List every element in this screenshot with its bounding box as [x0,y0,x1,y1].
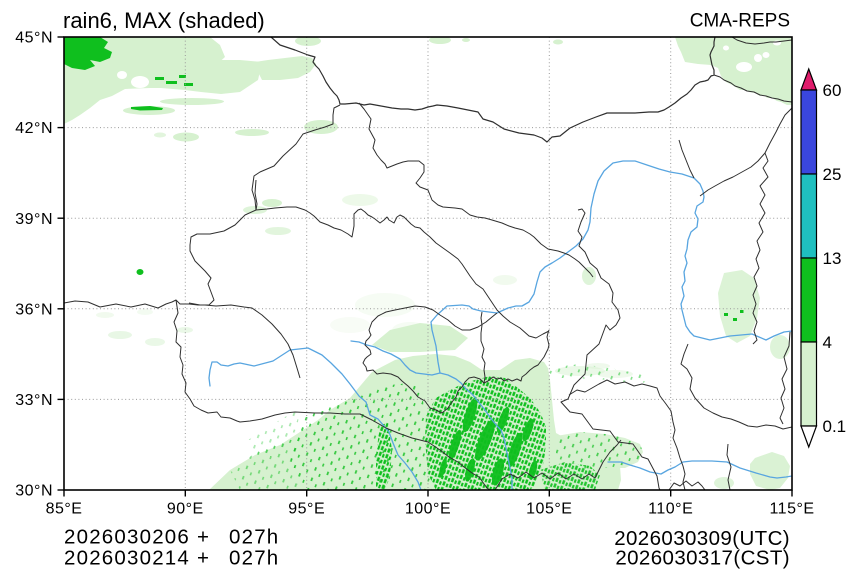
svg-text:4: 4 [823,333,832,352]
svg-text:36°N: 36°N [15,301,53,318]
svg-text:45°N: 45°N [15,30,53,47]
svg-text:+: + [197,547,209,570]
svg-text:027h: 027h [229,526,279,549]
svg-text:39°N: 39°N [15,211,53,228]
svg-text:42°N: 42°N [15,120,53,137]
svg-text:2026030214: 2026030214 [64,547,190,570]
svg-text:85°E: 85°E [46,501,83,518]
svg-text:25: 25 [823,165,842,184]
svg-text:+: + [197,526,209,549]
svg-text:CMA-REPS: CMA-REPS [690,11,790,32]
svg-text:30°N: 30°N [15,483,53,500]
svg-text:95°E: 95°E [288,501,325,518]
svg-text:13: 13 [823,249,842,268]
svg-text:110°E: 110°E [648,501,693,518]
svg-text:105°E: 105°E [526,501,572,518]
svg-text:rain6, MAX (shaded): rain6, MAX (shaded) [63,8,265,33]
svg-text:2026030206: 2026030206 [64,526,190,549]
svg-text:33°N: 33°N [15,392,53,409]
svg-text:2026030309(UTC): 2026030309(UTC) [614,527,790,550]
svg-text:2026030317(CST): 2026030317(CST) [615,547,790,570]
svg-text:90°E: 90°E [167,501,204,518]
svg-text:100°E: 100°E [405,501,451,518]
svg-text:027h: 027h [229,547,279,570]
svg-text:115°E: 115°E [769,501,814,518]
svg-text:0.1: 0.1 [823,417,847,436]
svg-text:60: 60 [823,81,842,100]
